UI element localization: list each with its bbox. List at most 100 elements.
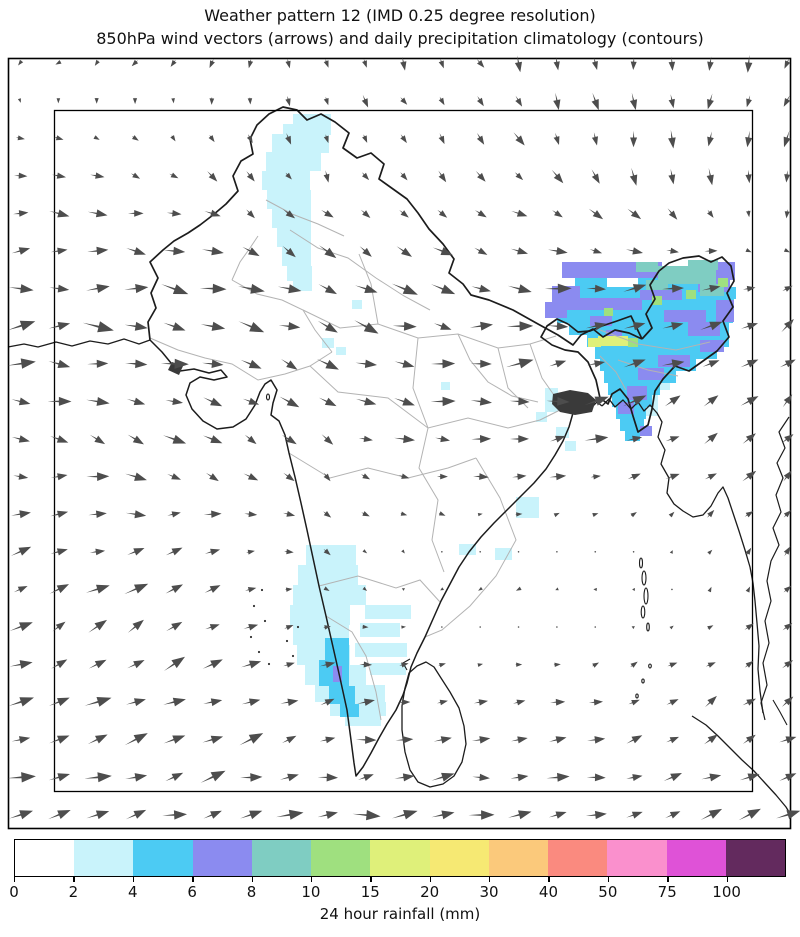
wind-arrow [323,96,329,106]
precip-cell-level-3 [713,262,735,280]
wind-arrow [591,132,598,146]
wind-arrow [320,698,335,706]
wind-arrow [84,697,112,707]
precip-cell-level-2 [557,311,733,323]
precip-cell-level-1 [262,171,310,190]
wind-arrow [468,810,495,820]
wind-arrow [627,208,642,220]
wind-arrow [587,360,605,368]
wind-arrow [741,322,758,330]
wind-arrow [50,247,68,255]
precip-cell-level-6 [588,338,601,347]
wind-arrow [125,472,147,481]
colorbar-segment-9 [548,840,608,876]
wind-arrow [707,209,714,218]
wind-arrow [744,660,754,668]
precip-cell-level-1 [272,134,329,153]
wind-arrow [247,97,253,105]
wind-arrow [513,699,526,706]
island [638,557,644,569]
wind-arrow [203,510,222,518]
wind-arrow [323,472,331,482]
wind-arrow [13,586,28,593]
wind-arrow [357,698,375,706]
precip-cell-level-1 [266,152,321,171]
wind-arrow [13,210,29,217]
colorbar-segment-5 [311,840,371,876]
wind-arrow [664,395,681,407]
wind-arrow [626,811,643,819]
wind-arrow [280,773,299,782]
wind-arrow [323,511,332,518]
precip-cell-level-1 [283,124,331,135]
wind-arrow [782,622,793,631]
wind-arrow [472,773,490,781]
wind-arrow [662,322,684,331]
wind-arrow [623,284,647,293]
wind-arrow [362,586,368,591]
state-boundary [457,333,539,403]
wind-arrow [362,624,369,629]
colorbar-tick-label-75: 75 [657,883,677,901]
wind-arrow [163,434,187,444]
wind-arrow [745,130,753,148]
wind-arrow [7,320,36,331]
wind-arrow [707,131,714,147]
wind-arrow [507,284,532,294]
wind-arrow [238,321,265,333]
wind-arrow [125,510,147,519]
wind-arrow [506,321,534,332]
wind-arrow [548,247,568,255]
wind-arrow [703,395,719,407]
wind-arrow [441,551,443,553]
wind-arrow [630,130,638,148]
wind-arrow [209,58,215,68]
wind-arrow [87,359,109,368]
colorbar-tick-label-30: 30 [479,883,499,901]
wind-arrow [86,472,110,481]
wind-arrow [591,92,599,111]
wind-arrow [431,284,456,295]
wind-arrow [240,810,263,820]
wind-arrow [783,470,792,482]
precip-cell-level-2 [620,419,644,431]
wind-arrow [125,359,148,369]
wind-arrow [513,132,525,146]
wind-arrow [707,586,712,593]
precip-cell-level-1 [360,623,400,637]
wind-arrow [127,548,145,556]
wind-arrow [436,473,448,480]
wind-arrow [746,210,751,218]
wind-arrow [392,810,418,820]
wind-arrow [283,511,296,517]
wind-arrow [56,98,61,104]
wind-arrow [89,434,106,445]
wind-arrow [49,697,70,707]
wind-arrow [782,660,793,669]
wind-arrow [479,551,481,553]
colorbar-tickmark-0 [14,877,16,882]
wind-arrow [740,359,759,368]
wind-arrow [430,359,456,369]
precip-cell-level-3 [580,298,642,310]
wind-arrow [550,698,566,706]
wind-arrow [704,473,717,480]
wind-arrow [666,736,679,744]
wind-arrow [9,660,33,669]
wind-arrow [546,397,570,406]
colorbar-tickmark-6 [192,877,194,882]
wind-arrow [665,436,680,443]
precip-cell-level-1 [298,565,358,585]
wind-arrow [431,772,455,782]
wind-arrow-layer [7,55,800,821]
wind-arrow [438,133,445,145]
wind-arrow [395,736,414,744]
colorbar-segment-1 [74,840,134,876]
wind-arrow [473,473,489,480]
wind-arrow [476,59,485,68]
wind-arrow [362,134,368,143]
wind-arrow [628,699,640,706]
wind-arrow [18,59,24,66]
island [640,605,646,619]
precip-cell-level-6 [598,336,628,346]
